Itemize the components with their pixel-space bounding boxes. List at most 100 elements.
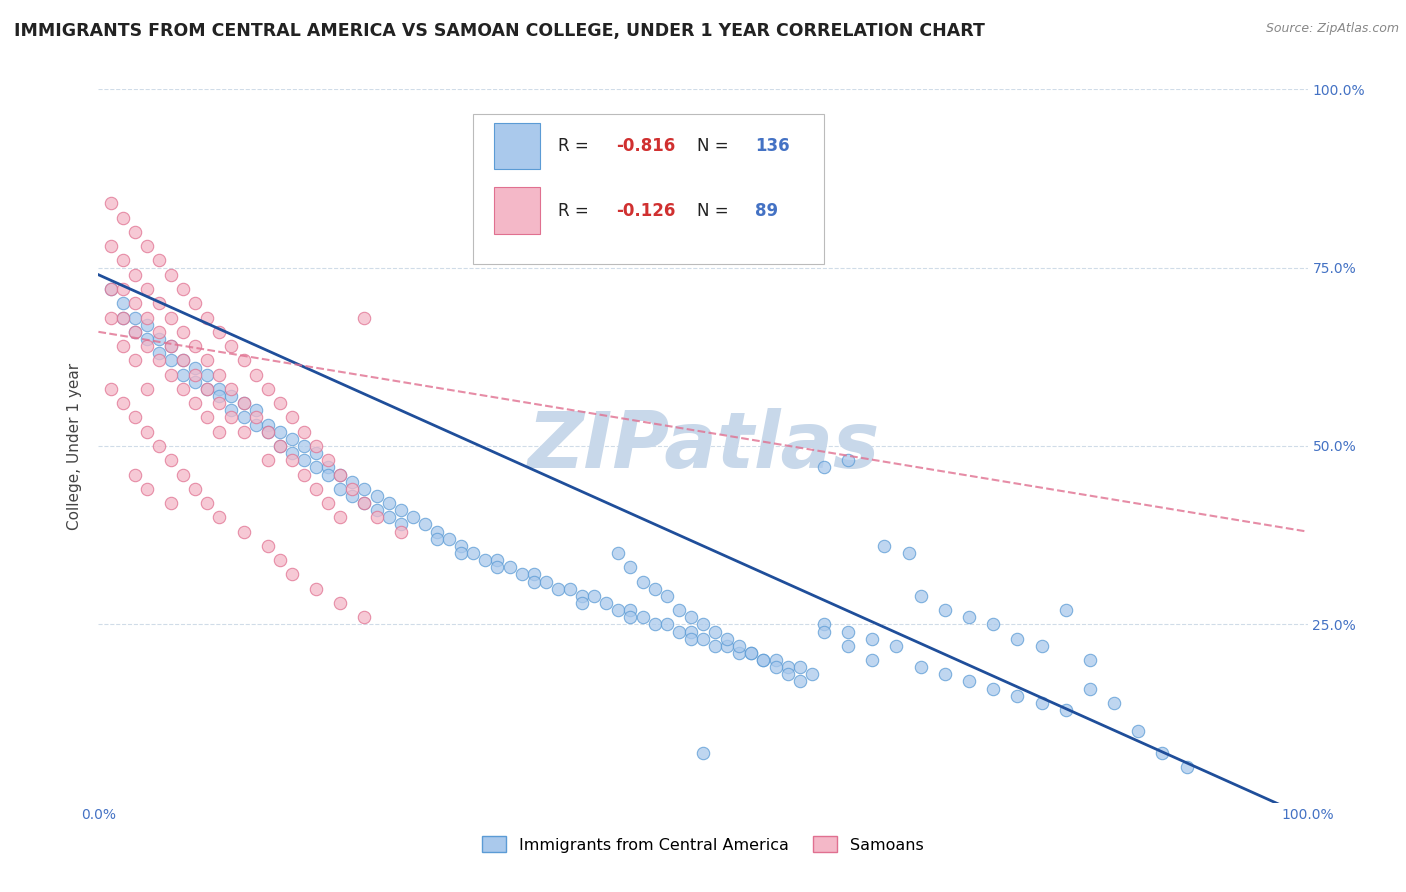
Point bbox=[305, 582, 328, 596]
Point bbox=[232, 524, 254, 539]
Point bbox=[413, 517, 436, 532]
Point bbox=[245, 368, 267, 382]
Point bbox=[232, 410, 254, 425]
Point bbox=[305, 460, 328, 475]
Point bbox=[329, 596, 352, 610]
Point bbox=[765, 653, 787, 667]
Point bbox=[474, 553, 496, 567]
Point bbox=[644, 582, 666, 596]
Point bbox=[389, 517, 412, 532]
Point bbox=[256, 425, 278, 439]
Point bbox=[813, 460, 835, 475]
Point bbox=[135, 310, 157, 325]
Point bbox=[245, 417, 267, 432]
Point bbox=[316, 460, 339, 475]
Point bbox=[148, 353, 170, 368]
Text: -0.816: -0.816 bbox=[616, 137, 675, 155]
Text: ZIPatlas: ZIPatlas bbox=[527, 408, 879, 484]
Point bbox=[692, 746, 714, 760]
Point bbox=[1078, 681, 1101, 696]
Point bbox=[377, 496, 399, 510]
Point bbox=[221, 339, 243, 353]
Point bbox=[135, 382, 157, 396]
Point bbox=[184, 375, 207, 389]
Point bbox=[728, 639, 751, 653]
Text: 136: 136 bbox=[755, 137, 790, 155]
Point bbox=[353, 310, 375, 325]
Point bbox=[148, 439, 170, 453]
Point bbox=[148, 253, 170, 268]
Point bbox=[668, 624, 690, 639]
Point bbox=[910, 660, 932, 674]
Point bbox=[837, 639, 859, 653]
Point bbox=[221, 389, 243, 403]
Point bbox=[1128, 724, 1150, 739]
Point bbox=[135, 318, 157, 332]
Text: N =: N = bbox=[697, 202, 734, 219]
Point bbox=[377, 510, 399, 524]
Point bbox=[716, 639, 738, 653]
Point bbox=[813, 624, 835, 639]
Point bbox=[813, 617, 835, 632]
Point bbox=[981, 617, 1004, 632]
Point bbox=[135, 282, 157, 296]
Point bbox=[934, 667, 956, 681]
Point bbox=[172, 382, 194, 396]
Point bbox=[450, 546, 472, 560]
Point bbox=[776, 660, 799, 674]
Point bbox=[547, 582, 569, 596]
Point bbox=[232, 353, 254, 368]
Point bbox=[292, 425, 315, 439]
Point bbox=[148, 296, 170, 310]
Point bbox=[208, 425, 231, 439]
Point bbox=[148, 332, 170, 346]
Point bbox=[1007, 689, 1029, 703]
Point bbox=[148, 346, 170, 360]
Point bbox=[256, 453, 278, 467]
Point bbox=[172, 353, 194, 368]
Point bbox=[281, 432, 304, 446]
Point bbox=[486, 560, 509, 574]
Point bbox=[860, 632, 883, 646]
Point bbox=[366, 489, 388, 503]
Point bbox=[184, 339, 207, 353]
Point bbox=[426, 524, 449, 539]
Point bbox=[800, 667, 823, 681]
Point bbox=[342, 475, 364, 489]
Point bbox=[111, 396, 134, 410]
Point bbox=[716, 632, 738, 646]
Point bbox=[1031, 696, 1053, 710]
Point bbox=[534, 574, 557, 589]
Point bbox=[740, 646, 762, 660]
Point bbox=[1031, 639, 1053, 653]
Point bbox=[184, 482, 207, 496]
Point bbox=[389, 524, 412, 539]
Point bbox=[172, 282, 194, 296]
Point bbox=[256, 417, 278, 432]
Point bbox=[124, 325, 146, 339]
FancyBboxPatch shape bbox=[494, 123, 540, 169]
Point bbox=[208, 396, 231, 410]
Point bbox=[172, 353, 194, 368]
Point bbox=[195, 496, 218, 510]
Point bbox=[426, 532, 449, 546]
Point bbox=[245, 403, 267, 417]
Point bbox=[329, 467, 352, 482]
Point bbox=[789, 660, 811, 674]
Point bbox=[305, 446, 328, 460]
Point bbox=[389, 503, 412, 517]
Point bbox=[523, 574, 546, 589]
Y-axis label: College, Under 1 year: College, Under 1 year bbox=[67, 362, 83, 530]
Point bbox=[342, 489, 364, 503]
Point bbox=[184, 360, 207, 375]
Point bbox=[1102, 696, 1125, 710]
Point bbox=[776, 667, 799, 681]
Point bbox=[281, 567, 304, 582]
Point bbox=[631, 574, 654, 589]
Point bbox=[195, 368, 218, 382]
Point bbox=[329, 482, 352, 496]
Text: 89: 89 bbox=[755, 202, 778, 219]
Point bbox=[583, 589, 606, 603]
Point bbox=[1152, 746, 1174, 760]
Point bbox=[256, 425, 278, 439]
